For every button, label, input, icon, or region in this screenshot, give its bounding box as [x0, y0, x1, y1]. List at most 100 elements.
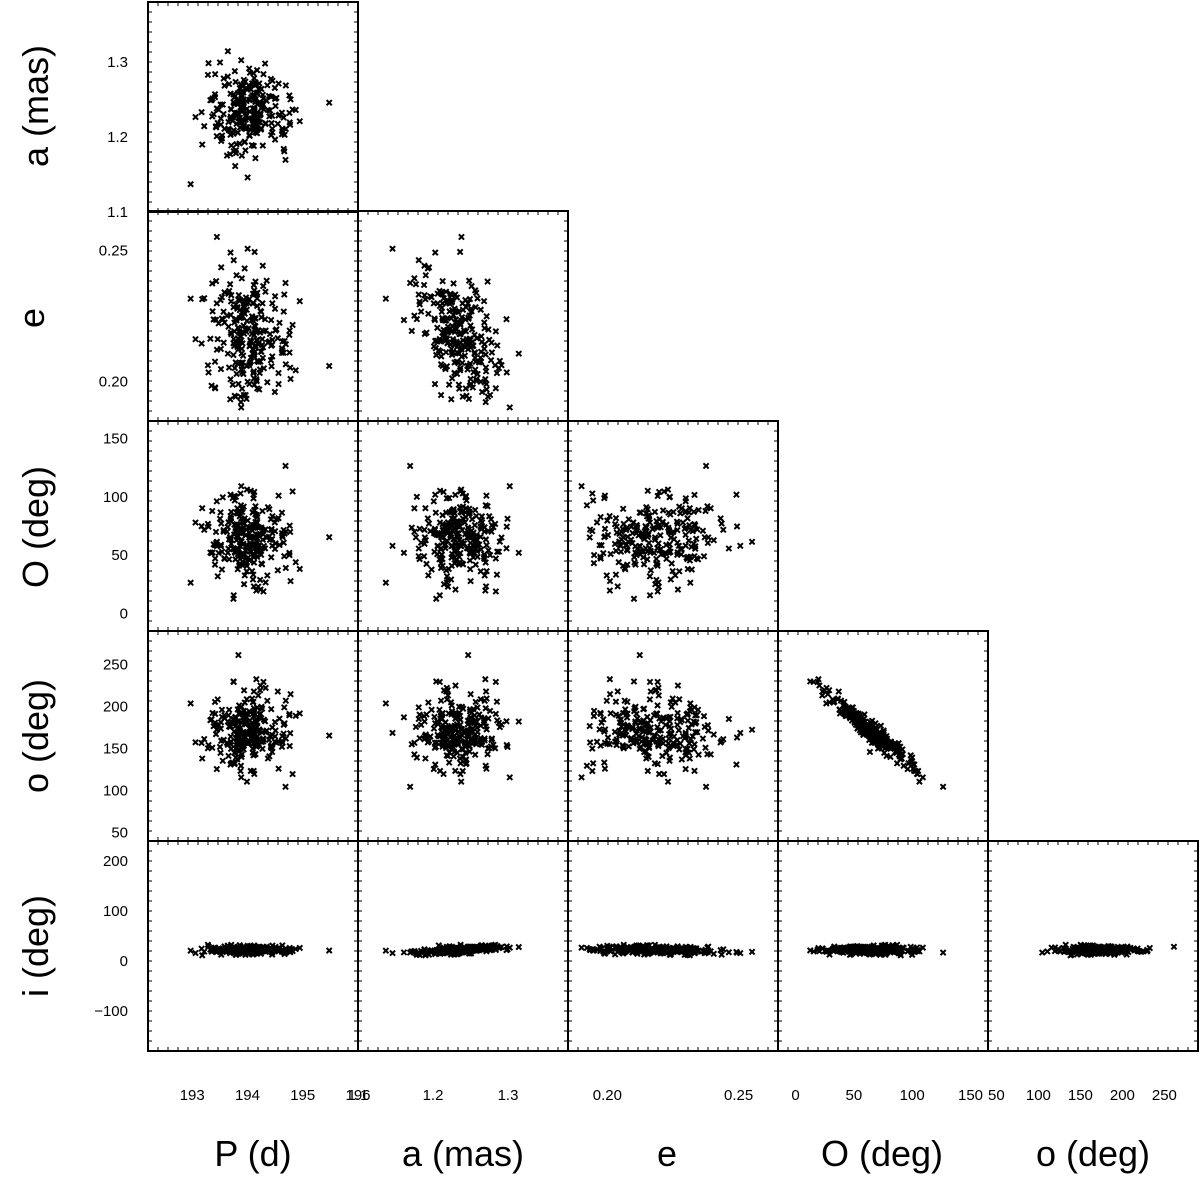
- scatter-point: [292, 366, 300, 374]
- scatter-point: [382, 947, 390, 955]
- scatter-point: [618, 528, 625, 536]
- scatter-point: [657, 545, 665, 553]
- scatter-point: [282, 156, 289, 164]
- scatter-point: [232, 493, 240, 501]
- scatter-point: [230, 545, 238, 552]
- scatter-point: [496, 357, 504, 365]
- scatter-point: [452, 682, 459, 689]
- scatter-point: [725, 948, 733, 956]
- scatter-point: [848, 717, 856, 724]
- scatter-point: [691, 740, 698, 748]
- scatter-point: [442, 744, 450, 752]
- scatter-point: [209, 95, 216, 102]
- scatter-point: [453, 532, 461, 539]
- scatter-point: [235, 651, 242, 659]
- scatter-point: [423, 329, 430, 336]
- scatter-point: [686, 740, 693, 747]
- scatter-point: [859, 725, 867, 732]
- scatter-point: [478, 519, 486, 526]
- scatter-point: [702, 744, 709, 752]
- scatter-point: [187, 579, 194, 587]
- scatter-point: [659, 735, 667, 743]
- scatter-point: [436, 519, 444, 526]
- scatter-point: [466, 339, 473, 347]
- scatter-point: [234, 706, 242, 713]
- scatter-point: [717, 515, 724, 522]
- scatter-point: [695, 506, 702, 514]
- scatter-point: [662, 549, 669, 557]
- scatter-point: [448, 296, 456, 303]
- scatter-point: [408, 327, 416, 335]
- scatter-point: [416, 525, 424, 533]
- scatter-point: [251, 727, 258, 734]
- scatter-point: [257, 682, 264, 689]
- scatter-point: [432, 595, 440, 603]
- scatter-point: [919, 944, 927, 951]
- scatter-point: [234, 565, 242, 573]
- scatter-point: [612, 698, 620, 706]
- markers: [187, 47, 333, 188]
- scatter-point: [897, 755, 905, 762]
- scatter-point: [271, 292, 279, 300]
- scatter-point: [210, 722, 217, 730]
- scatter-point: [269, 744, 276, 752]
- scatter-point: [205, 59, 212, 67]
- scatter-point: [482, 675, 489, 683]
- scatter-point: [211, 358, 219, 366]
- scatter-point: [682, 749, 689, 756]
- scatter-point: [238, 731, 245, 738]
- scatter-point: [617, 548, 625, 556]
- scatter-point: [422, 504, 429, 512]
- scatter-point: [234, 343, 241, 351]
- scatter-point: [325, 947, 333, 954]
- scatter-point: [425, 572, 432, 579]
- scatter-point: [276, 715, 283, 722]
- panel-a-vs-P: [147, 1, 359, 213]
- scatter-point: [644, 767, 652, 775]
- scatter-point: [601, 525, 609, 533]
- scatter-point: [478, 388, 486, 396]
- scatter-point: [653, 559, 661, 567]
- scatter-point: [260, 542, 268, 550]
- scatter-point: [253, 89, 261, 96]
- scatter-point: [219, 493, 227, 501]
- scatter-point: [496, 538, 504, 545]
- scatter-point: [590, 559, 598, 567]
- scatter-point: [440, 316, 447, 324]
- scatter-point: [454, 518, 462, 525]
- scatter-point: [242, 391, 249, 399]
- scatter-point: [245, 361, 253, 369]
- scatter-point: [865, 732, 873, 740]
- scatter-point: [200, 122, 208, 130]
- scatter-point: [692, 535, 700, 543]
- scatter-point: [467, 690, 474, 698]
- scatter-point: [244, 245, 251, 253]
- scatter-point: [597, 513, 604, 521]
- scatter-point: [480, 553, 488, 561]
- scatter-point: [699, 735, 707, 742]
- markers: [382, 462, 523, 603]
- scatter-point: [451, 359, 458, 366]
- panel-o-vs-a: [357, 630, 569, 842]
- scatter-point: [267, 554, 275, 561]
- scatter-point: [286, 528, 294, 536]
- scatter-point: [251, 120, 258, 128]
- scatter-point: [823, 684, 830, 692]
- scatter-point: [238, 385, 246, 393]
- scatter-point: [226, 280, 234, 288]
- scatter-point: [676, 740, 684, 747]
- scatter-point: [275, 765, 282, 772]
- scatter-point: [619, 741, 627, 749]
- scatter-point: [437, 946, 445, 953]
- scatter-point: [210, 541, 217, 548]
- scatter-point: [488, 528, 495, 535]
- scatter-point: [413, 951, 421, 959]
- scatter-point: [503, 718, 510, 725]
- scatter-point: [590, 707, 598, 715]
- scatter-point: [506, 404, 514, 411]
- scatter-point: [400, 316, 408, 324]
- scatter-point: [456, 339, 464, 347]
- scatter-point: [659, 507, 667, 514]
- scatter-point: [629, 529, 636, 537]
- scatter-point: [266, 536, 274, 544]
